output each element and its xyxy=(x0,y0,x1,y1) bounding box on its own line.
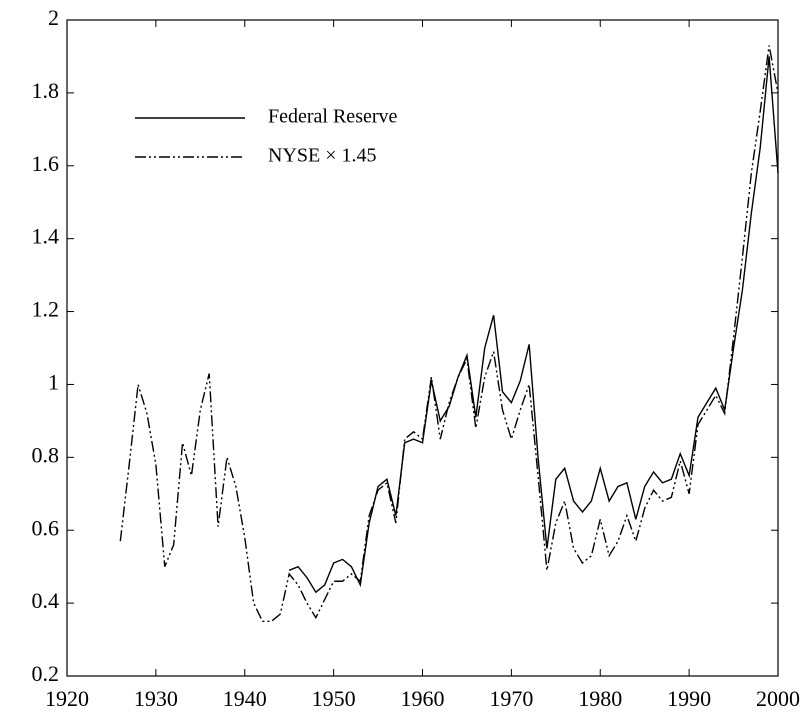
x-tick-label: 1980 xyxy=(578,686,622,711)
x-tick-label: 2000 xyxy=(756,686,800,711)
legend-label: NYSE × 1.45 xyxy=(268,145,377,167)
y-tick-label: 0.4 xyxy=(32,588,60,613)
y-tick-label: 1.4 xyxy=(32,224,60,249)
x-tick-label: 1970 xyxy=(489,686,533,711)
y-tick-label: 1.2 xyxy=(32,297,60,322)
x-tick-label: 1990 xyxy=(667,686,711,711)
y-tick-label: 1.8 xyxy=(32,78,60,103)
y-tick-label: 0.8 xyxy=(32,442,60,467)
y-tick-label: 0.2 xyxy=(32,661,60,686)
data-line xyxy=(288,56,779,594)
y-tick-label: 1 xyxy=(48,369,59,394)
y-tick-label: 1.6 xyxy=(32,151,60,176)
x-tick-label: 1950 xyxy=(312,686,356,711)
x-tick-label: 1940 xyxy=(223,686,267,711)
data-line xyxy=(119,45,779,623)
x-tick-label: 1920 xyxy=(45,686,89,711)
y-tick-label: 0.6 xyxy=(32,515,60,540)
y-tick-label: 2 xyxy=(48,5,59,30)
x-tick-label: 1930 xyxy=(134,686,178,711)
legend-label: Federal Reserve xyxy=(268,106,398,128)
x-tick-label: 1960 xyxy=(401,686,445,711)
